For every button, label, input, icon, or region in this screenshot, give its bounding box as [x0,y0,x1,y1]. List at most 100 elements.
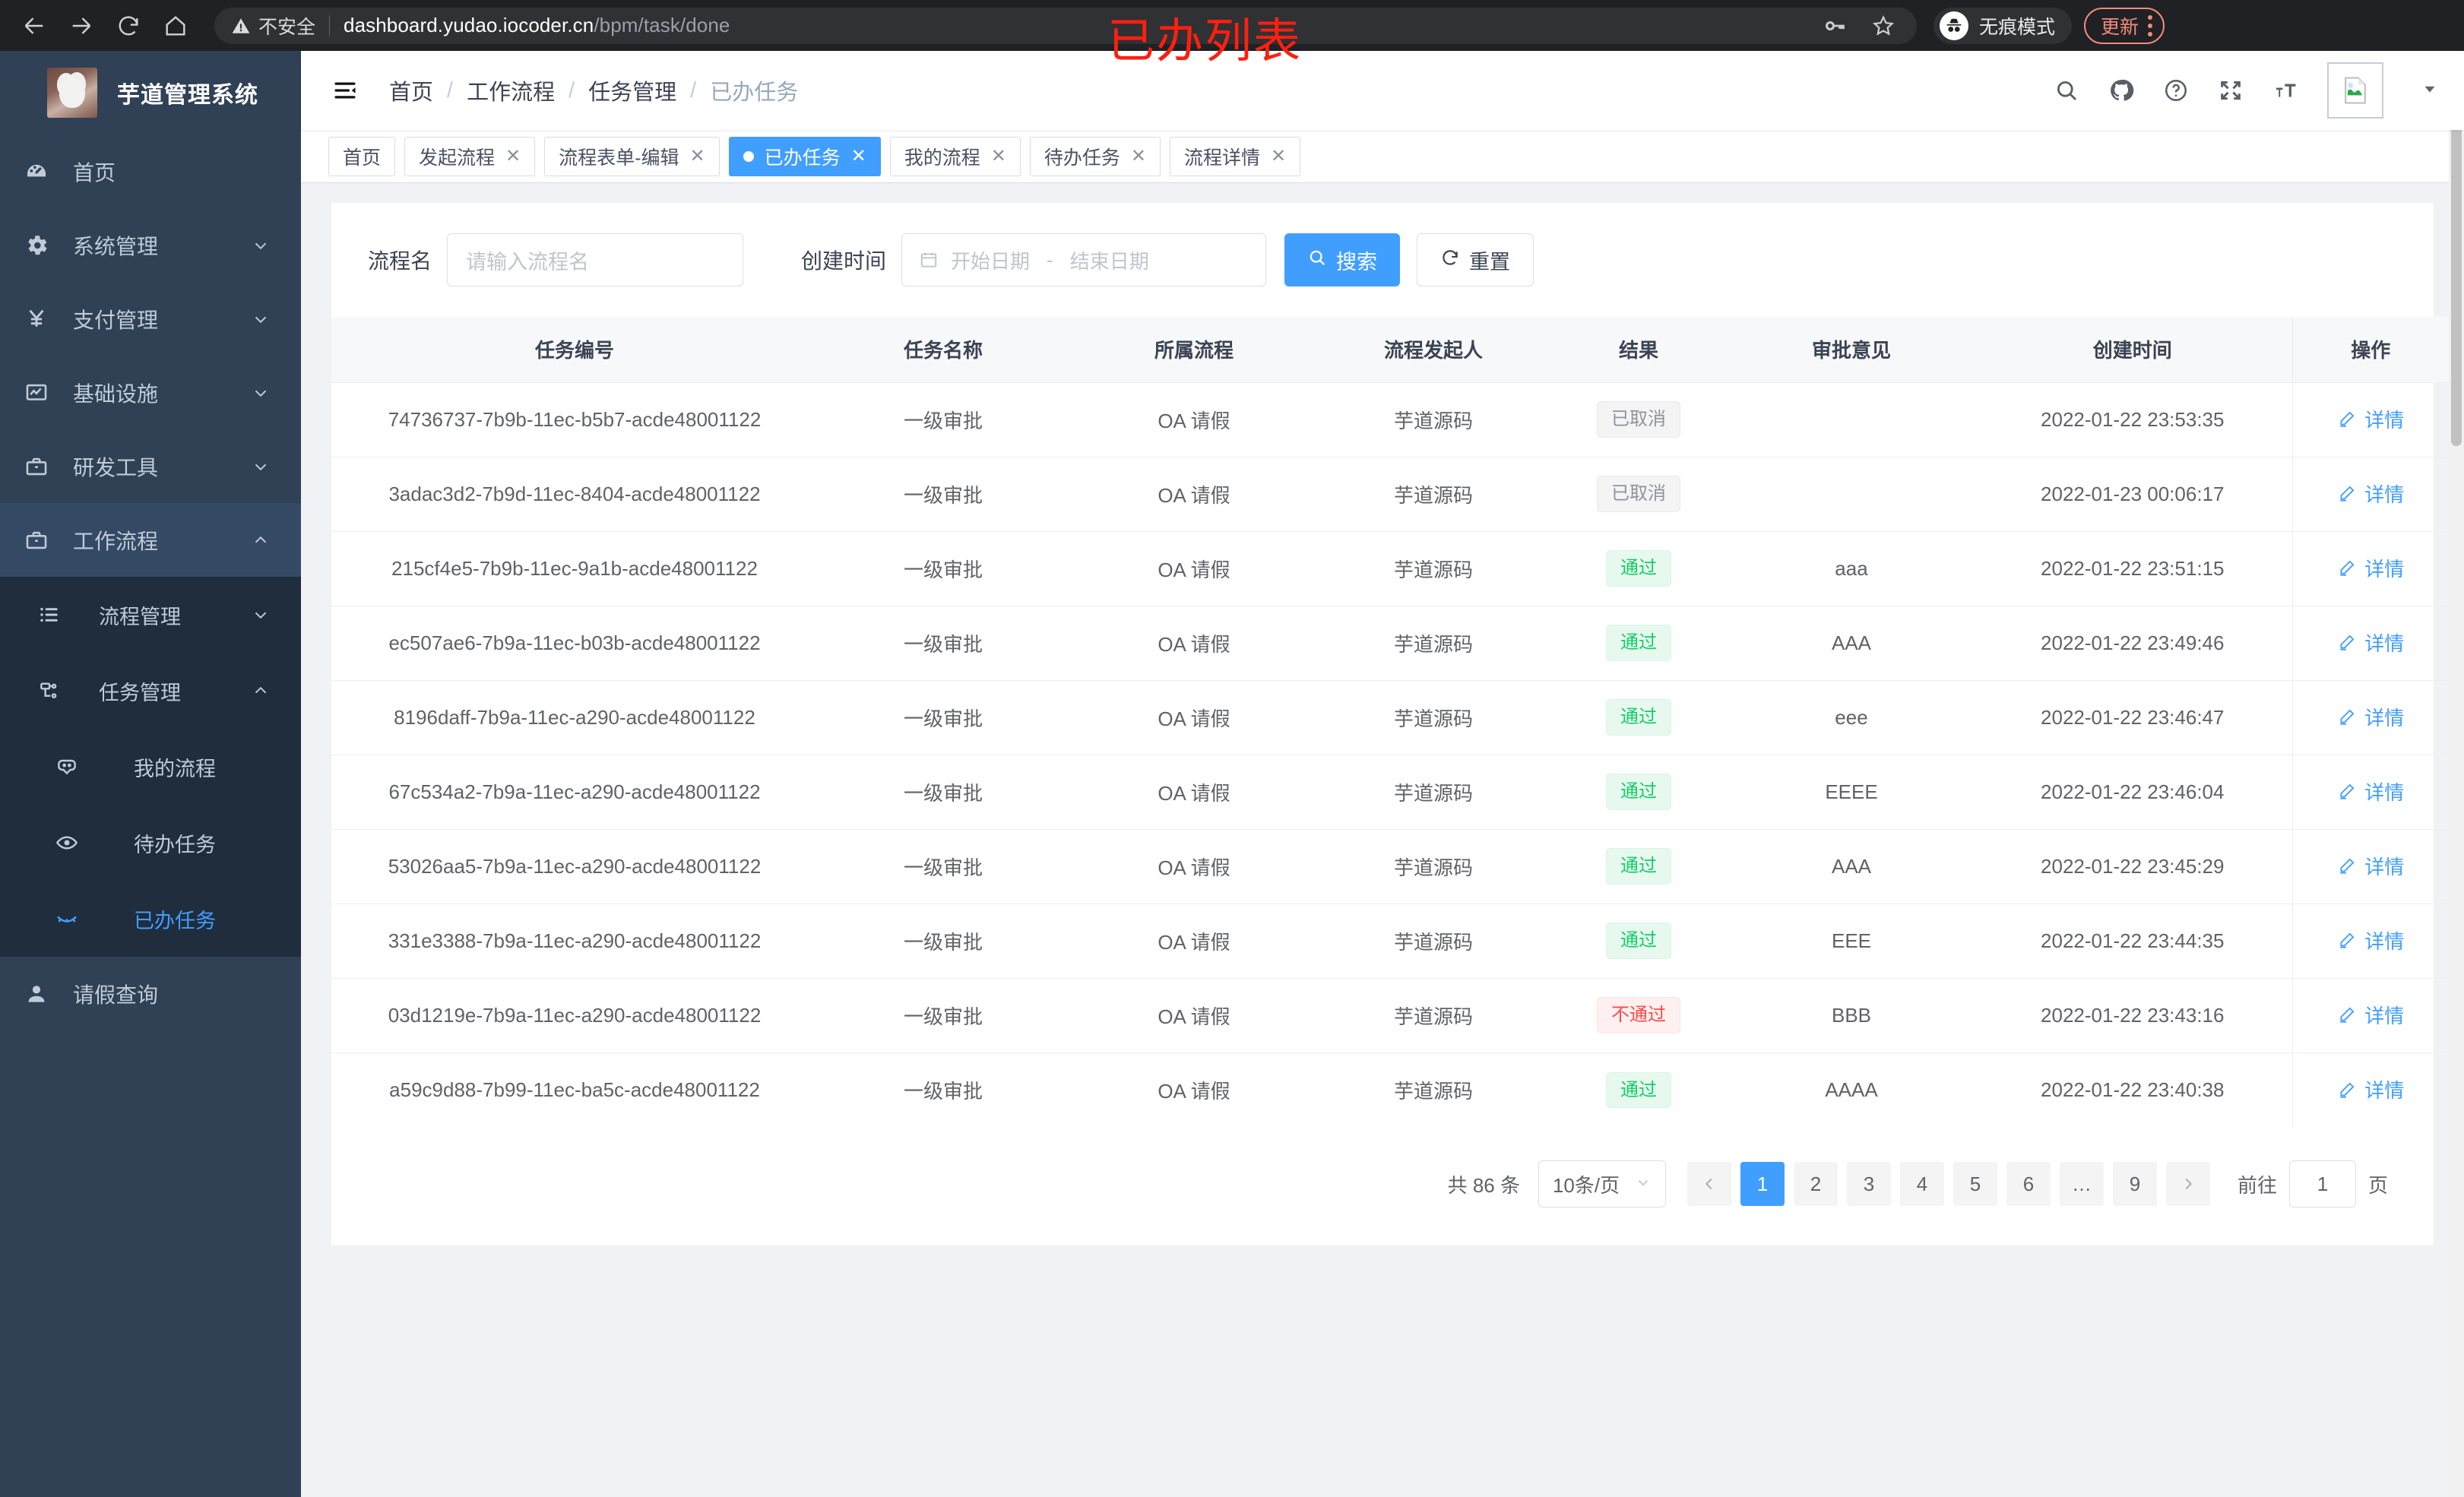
browser-nav-buttons [0,2,199,49]
comment-cell: AAA [1730,606,1973,681]
workflow-submenu: 流程管理 任务管理 我的流程 [0,577,301,957]
hamburger-icon[interactable] [331,77,366,104]
column-task-id: 任务编号 [331,317,818,383]
reset-button[interactable]: 重置 [1417,233,1534,286]
edit-pencil-icon [2340,486,2355,502]
search-button[interactable]: 搜索 [1284,233,1401,286]
page-button-6[interactable]: 6 [2006,1162,2051,1206]
breadcrumb-item-task-manage[interactable]: 任务管理 [588,81,677,105]
tab-done-task[interactable]: 已办任务 ✕ [728,136,881,176]
key-icon[interactable] [1823,14,1845,37]
caret-down-icon[interactable] [2421,81,2438,101]
end-date-placeholder: 结束日期 [1069,249,1149,273]
detail-button[interactable]: 详情 [2337,1001,2404,1029]
sidebar-item-label: 流程管理 [99,605,181,628]
detail-button[interactable]: 详情 [2337,926,2404,954]
reload-icon[interactable] [105,2,152,49]
back-arrow-icon[interactable] [11,2,58,49]
detail-button[interactable]: 详情 [2337,1075,2404,1103]
update-button[interactable]: 更新 [2084,7,2165,44]
sidebar-item-infrastructure[interactable]: 基础设施 [0,356,301,429]
operation-cell: 详情 [2291,978,2449,1053]
scrollbar-thumb[interactable] [2451,51,2462,446]
table-row: 03d1219e-7b9a-11ec-a290-acde48001122 一级审批… [331,978,2449,1053]
tab-process-form-edit[interactable]: 流程表单-编辑 ✕ [544,136,720,176]
forward-arrow-icon[interactable] [58,2,105,49]
sidebar-item-payment[interactable]: 支付管理 [0,282,301,356]
tab-my-process[interactable]: 我的流程 ✕ [889,136,1021,176]
page-ellipsis[interactable]: … [2059,1162,2104,1206]
avatar[interactable] [2327,62,2383,119]
github-icon[interactable] [2108,78,2134,103]
incognito-indicator[interactable]: 无痕模式 [1934,7,2073,44]
breadcrumb-item-home[interactable]: 首页 [389,81,434,105]
create-time-cell: 2022-01-22 23:40:38 [2041,1078,2225,1101]
detail-button[interactable]: 详情 [2337,554,2404,582]
pagination: 共 86 条 10条/页 1 2 3 4 5 6… 9 [331,1127,2434,1245]
page-button-9[interactable]: 9 [2112,1162,2157,1206]
column-result: 结果 [1547,317,1730,383]
detail-button[interactable]: 详情 [2337,628,2404,657]
create-time-cell: 2022-01-23 00:06:17 [1973,457,2292,532]
tab-label: 我的流程 [904,147,980,169]
next-page-button[interactable] [2165,1162,2210,1206]
close-icon[interactable]: ✕ [1270,145,1287,166]
address-bar[interactable]: 不安全 dashboard.yudao.iocoder.cn/bpm/task/… [214,7,1917,44]
help-circle-icon[interactable] [2163,78,2189,103]
jump-page-input[interactable]: 1 [2288,1160,2356,1207]
sidebar-item-done-task[interactable]: 已办任务 [0,881,301,957]
page-button-1[interactable]: 1 [1740,1162,1785,1206]
page-button-4[interactable]: 4 [1899,1162,1944,1206]
process-name-input[interactable]: 请输入流程名 [447,233,744,286]
status-badge: 不通过 [1597,997,1680,1033]
tree-node-icon [0,679,99,703]
font-size-icon[interactable] [2272,78,2298,103]
star-icon[interactable] [1871,14,1896,38]
security-indicator[interactable]: 不安全 [231,12,315,40]
sidebar-item-my-process[interactable]: 我的流程 [0,729,301,805]
brand-header[interactable]: 芋道管理系统 [0,51,301,135]
fullscreen-icon[interactable] [2218,78,2244,103]
create-time-daterange[interactable]: 开始日期 - 结束日期 [901,233,1267,286]
detail-button[interactable]: 详情 [2337,405,2404,433]
close-icon[interactable]: ✕ [505,145,521,166]
sidebar-item-process-manage[interactable]: 流程管理 [0,577,301,653]
reset-button-label: 重置 [1469,250,1511,274]
page-size-select[interactable]: 10条/页 [1538,1160,1666,1207]
task-id-cell: ec507ae6-7b9a-11ec-b03b-acde48001122 [331,606,818,681]
home-icon[interactable] [152,2,199,49]
close-icon[interactable]: ✕ [689,145,705,166]
page-button-2[interactable]: 2 [1793,1162,1838,1206]
sidebar-item-system[interactable]: 系统管理 [0,208,301,282]
table-row: 67c534a2-7b9a-11ec-a290-acde48001122 一级审批… [331,755,2449,830]
tab-start-process[interactable]: 发起流程 ✕ [404,136,536,176]
task-id-cell: 215cf4e5-7b9b-11ec-9a1b-acde48001122 [331,531,818,606]
detail-button[interactable]: 详情 [2337,852,2404,880]
page-button-5[interactable]: 5 [1953,1162,1997,1206]
detail-button[interactable]: 详情 [2337,777,2404,805]
close-icon[interactable]: ✕ [850,145,866,166]
prev-page-button[interactable] [1686,1162,1731,1206]
close-icon[interactable]: ✕ [1130,145,1146,166]
operation-cell: 详情 [2291,1052,2449,1127]
operation-cell: 详情 [2291,755,2449,830]
page-button-3[interactable]: 3 [1846,1162,1891,1206]
sidebar-item-task-manage[interactable]: 任务管理 [0,653,301,729]
sidebar-item-todo-task[interactable]: 待办任务 [0,805,301,881]
sidebar-item-leave-query[interactable]: 请假查询 [0,957,301,1030]
kebab-menu-icon[interactable] [2148,14,2153,36]
detail-button[interactable]: 详情 [2337,479,2404,508]
breadcrumb: 首页 / 工作流程 / 任务管理 / 已办任务 [389,74,798,106]
tab-home[interactable]: 首页 [328,136,396,176]
tab-process-detail[interactable]: 流程详情 ✕ [1169,136,1301,176]
sidebar-item-workflow[interactable]: 工作流程 [0,503,301,577]
sidebar-item-home[interactable]: 首页 [0,135,301,208]
close-icon[interactable]: ✕ [990,145,1006,166]
search-icon[interactable] [2054,78,2079,103]
detail-button[interactable]: 详情 [2337,703,2404,731]
page-scrollbar[interactable] [2449,51,2464,1497]
tab-todo-task[interactable]: 待办任务 ✕ [1029,136,1161,176]
breadcrumb-item-workflow[interactable]: 工作流程 [467,81,556,105]
range-separator: - [1047,248,1053,271]
sidebar-item-devtools[interactable]: 研发工具 [0,429,301,503]
